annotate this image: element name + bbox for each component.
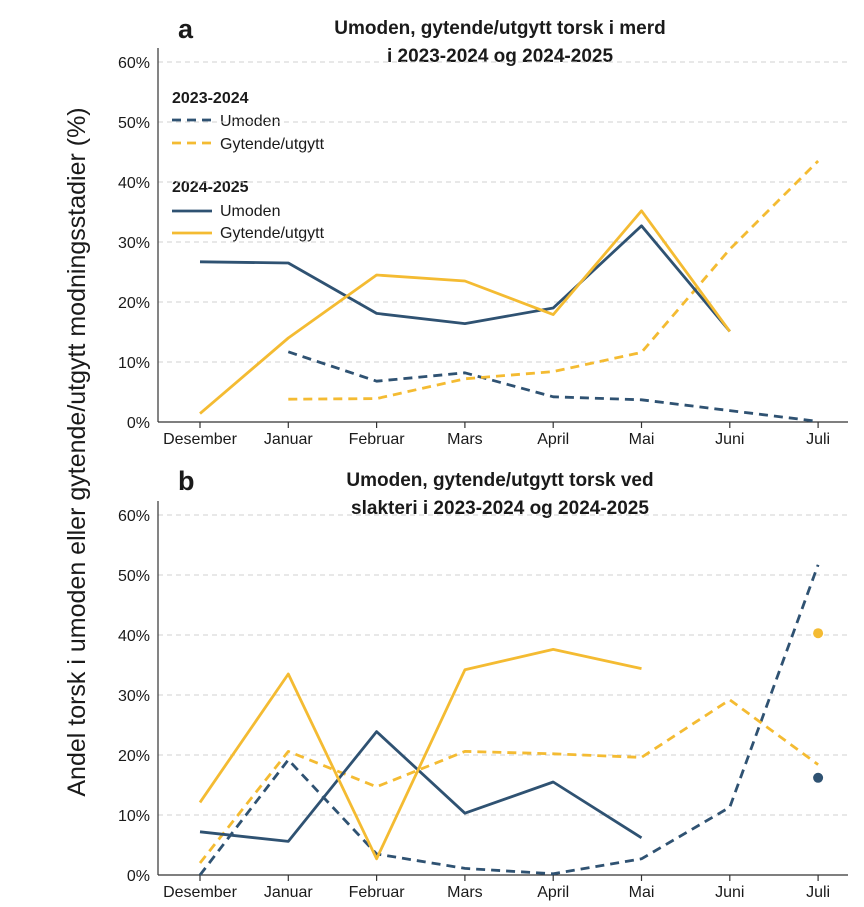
legend-group2-title: 2024-2025 [172,179,249,196]
y-tick-label: 60% [118,508,150,525]
panel-a-title-line1: Umoden, gytende/utgytt torsk i merd [334,18,665,39]
y-tick-label: 10% [118,355,150,372]
x-tick-label: Desember [163,431,237,448]
x-tick-label: April [537,884,569,901]
legend-label-gytende-2024: Gytende/utgytt [220,225,325,242]
y-tick-label: 40% [118,628,150,645]
legend: 2023-2024 Umoden Gytende/utgytt 2024-202… [172,90,325,242]
x-tick-label: Januar [264,431,314,448]
series-umoden-2024-2025-solid-line [199,224,731,333]
panel-b-letter: b [178,466,195,496]
y-tick-label: 60% [118,55,150,72]
y-tick-label: 50% [118,115,150,132]
y-axis-label: Andel torsk i umoden eller gytende/utgyt… [63,107,91,796]
x-tick-label: Juli [806,884,830,901]
y-tick-label: 0% [127,868,150,885]
chart-panel-b: 0% 10% 20% 30% 40% 50% 60% Desember Januar Februa… [118,501,848,901]
x-tick-label: Juni [715,431,744,448]
series-umoden-2023-2024-dashed-line [287,350,819,423]
x-tick-label: Juli [806,431,830,448]
series-gytende-2024-2025-solid-line [199,209,731,415]
series-umoden-2024-2025-solid-line [199,730,643,843]
x-tick-label: Januar [264,884,314,901]
y-tick-label: 0% [127,415,150,432]
series-umoden-2024-2025-solid-point [813,772,824,783]
panel-a-title-line2: i 2023-2024 og 2024-2025 [387,46,613,67]
y-tick-label: 30% [118,235,150,252]
legend-label-gytende-2023: Gytende/utgytt [220,136,325,153]
y-tick-label: 20% [118,748,150,765]
x-tick-label: Mai [629,431,655,448]
y-tick-label: 40% [118,175,150,192]
x-tick-label: Februar [349,884,406,901]
series-gytende-2023-2024-dashed-line [198,698,819,864]
y-tick-label: 10% [118,808,150,825]
y-tick-label: 50% [118,568,150,585]
x-tick-label: Mars [447,431,483,448]
x-tick-label: Desember [163,884,237,901]
panel-a-letter: a [178,14,194,44]
y-tick-label: 20% [118,295,150,312]
x-tick-label: Mai [629,884,655,901]
x-tick-label: Februar [349,431,406,448]
x-tick-label: Mars [447,884,483,901]
series-gytende-2024-2025-solid-point [813,628,824,639]
series-gytende-2024-2025-solid-line [198,648,642,861]
x-tick-label: Juni [715,884,744,901]
legend-group1-title: 2023-2024 [172,90,249,107]
panel-b-title-line1: Umoden, gytende/utgytt torsk ved [346,470,653,491]
panel-b-title-line2: slakteri i 2023-2024 og 2024-2025 [351,498,649,519]
chart-panel-a: 0% 10% 20% 30% 40% 50% 60% Desember Januar Februa… [118,48,848,448]
y-tick-label: 30% [118,688,150,705]
series-umoden-2023-2024-dashed-line [198,564,820,876]
x-tick-label: April [537,431,569,448]
legend-label-umoden-2024: Umoden [220,203,280,220]
